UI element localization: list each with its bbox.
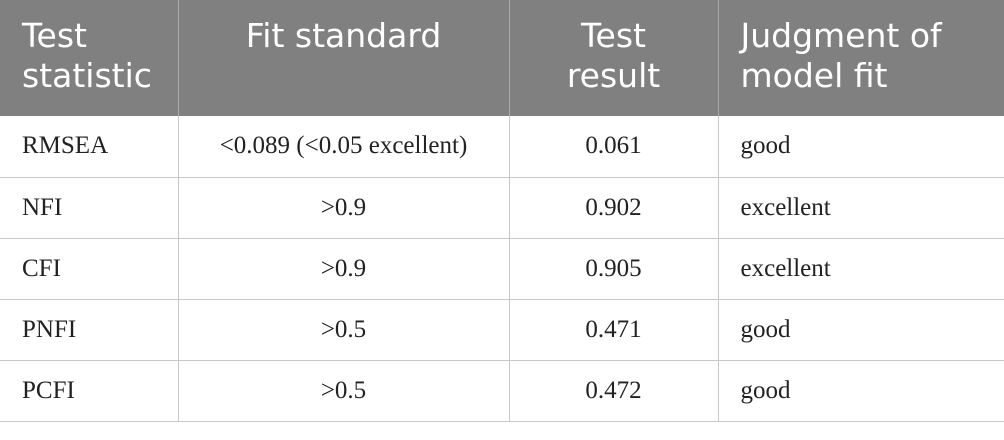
cell: good [718, 360, 1004, 422]
header-cell: Judgment of model fit [718, 0, 1004, 116]
table-row: CFI >0.9 0.905 excellent [0, 238, 1004, 300]
cell: CFI [0, 238, 179, 300]
cell: good [718, 116, 1004, 178]
cell: RMSEA [0, 116, 179, 178]
cell: NFI [0, 177, 179, 239]
cell: 0.061 [509, 116, 719, 178]
header-text: Test statistic [22, 16, 152, 95]
fit-table: Test statistic Fit standard Test result Jud… [0, 0, 1004, 422]
cell: PCFI [0, 360, 179, 422]
header-cell: Fit standard [178, 0, 510, 116]
table-row: NFI >0.9 0.902 excellent [0, 177, 1004, 239]
header-text: Test result [566, 16, 661, 95]
header-text: Fit standard [245, 16, 442, 55]
cell: good [718, 299, 1004, 361]
cell: excellent [718, 238, 1004, 300]
cell: >0.5 [178, 299, 510, 361]
cell: excellent [718, 177, 1004, 239]
header-row: Test statistic Fit standard Test result Jud… [0, 0, 1004, 116]
cell: >0.9 [178, 238, 510, 300]
header-cell: Test result [509, 0, 719, 116]
table-row: PCFI >0.5 0.472 good [0, 360, 1004, 422]
cell: <0.089 (<0.05 excellent) [178, 116, 510, 178]
cell: 0.471 [509, 299, 719, 361]
cell: 0.902 [509, 177, 719, 239]
cell: >0.5 [178, 360, 510, 422]
header-text: Judgment of model fit [740, 16, 942, 95]
table-row: PNFI >0.5 0.471 good [0, 299, 1004, 361]
table-body: RMSEA <0.089 (<0.05 excellent) 0.061 good NF… [0, 116, 1004, 422]
table-row: RMSEA <0.089 (<0.05 excellent) 0.061 good [0, 116, 1004, 178]
header-cell: Test statistic [0, 0, 179, 116]
cell: 0.472 [509, 360, 719, 422]
cell: PNFI [0, 299, 179, 361]
cell: >0.9 [178, 177, 510, 239]
cell: 0.905 [509, 238, 719, 300]
